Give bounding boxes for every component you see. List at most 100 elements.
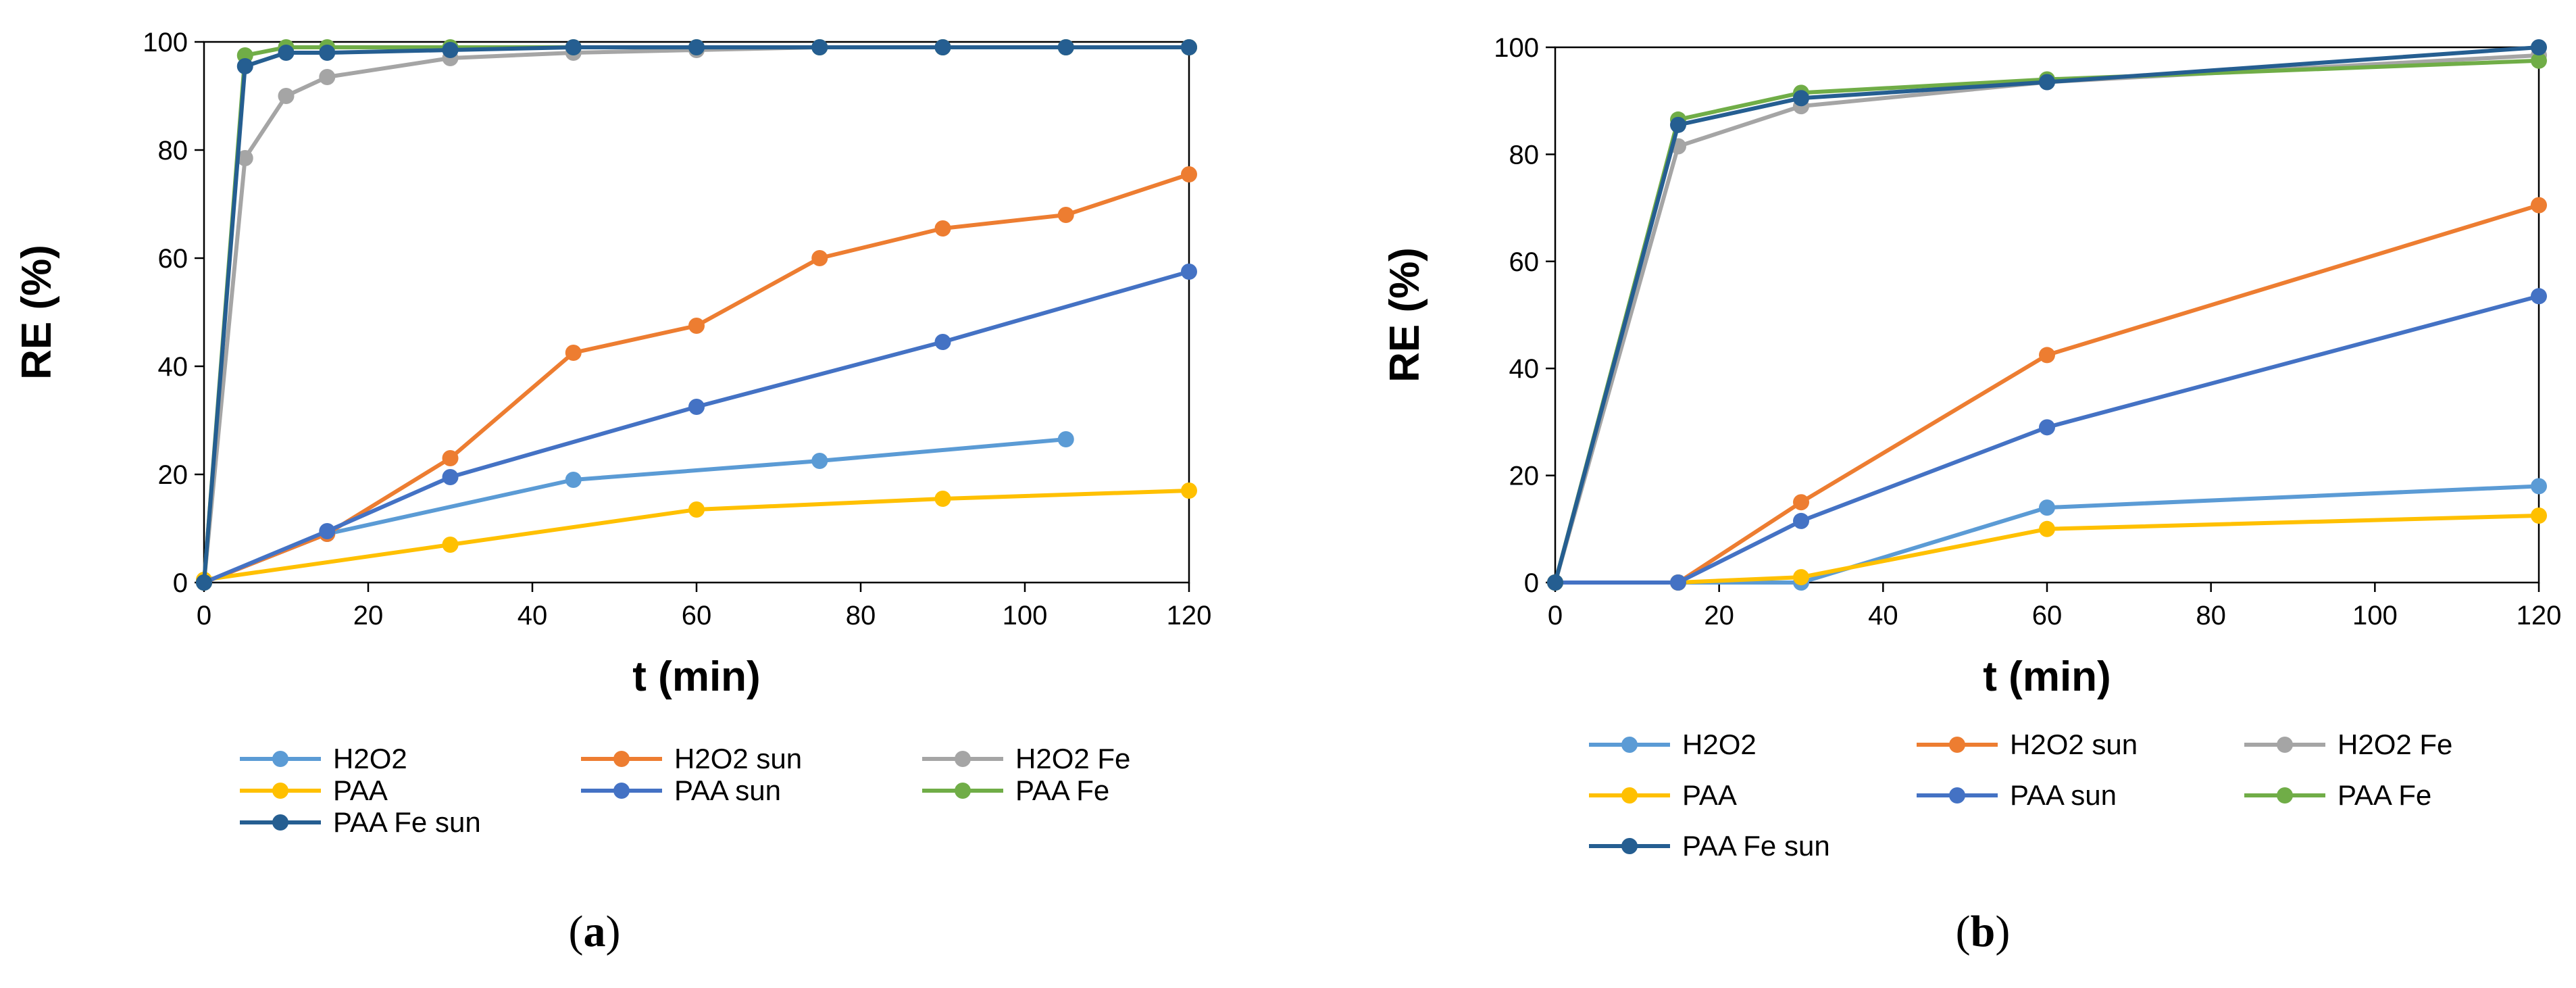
legend-item: H2O2 Fe — [2244, 728, 2452, 760]
legend-item: PAA — [1589, 779, 1737, 811]
data-point — [1793, 512, 1809, 529]
data-point — [442, 450, 459, 466]
legend-label: PAA Fe — [1015, 774, 1109, 806]
legend-swatch-marker — [1949, 737, 1965, 753]
x-tick-label: 40 — [517, 601, 548, 631]
caption-letter: a — [584, 907, 606, 956]
caption-open: ( — [569, 907, 584, 956]
legend-item: PAA sun — [581, 774, 781, 806]
data-point — [319, 523, 336, 539]
data-point — [934, 491, 951, 507]
x-tick-label: 0 — [1548, 601, 1563, 631]
x-tick-label: 120 — [2517, 601, 2562, 631]
data-point — [934, 220, 951, 237]
x-tick-label: 0 — [197, 601, 211, 631]
legend: H2O2 H2O2 sun H2O2 Fe PAA PAA sun PAA Fe PAA F… — [1589, 728, 2452, 862]
legend-label: PAA sun — [674, 774, 781, 806]
legend-label: PAA Fe sun — [333, 806, 481, 838]
legend-item: PAA sun — [1917, 779, 2117, 811]
legend-item: PAA — [240, 774, 388, 806]
data-point — [1181, 39, 1197, 55]
series-line — [1555, 294, 2540, 585]
x-tick-label: 20 — [353, 601, 384, 631]
legend-item: PAA Fe — [2244, 779, 2431, 811]
y-tick-label: 80 — [1509, 140, 1540, 170]
y-tick-label: 40 — [158, 352, 188, 382]
legend-label: H2O2 sun — [2010, 728, 2138, 760]
data-point — [2531, 288, 2547, 305]
y-tick-label: 80 — [158, 136, 188, 166]
x-tick-label: 80 — [2196, 601, 2226, 631]
data-point — [442, 537, 459, 553]
data-point — [196, 574, 212, 591]
data-point — [2039, 74, 2055, 91]
data-point — [1057, 39, 1074, 55]
y-axis-title: RE (%) — [1382, 247, 1428, 382]
legend-label: H2O2 sun — [674, 743, 802, 774]
data-point — [442, 469, 459, 485]
data-point — [565, 345, 582, 361]
data-point — [1547, 574, 1563, 591]
legend-swatch-marker — [955, 783, 971, 799]
y-tick-label: 60 — [1509, 247, 1540, 277]
y-tick-label: 100 — [143, 28, 188, 57]
series-paa-fe-sun — [1547, 39, 2547, 591]
legend-swatch-marker — [1621, 737, 1638, 753]
series-paa — [196, 483, 1197, 588]
data-point — [319, 45, 336, 61]
legend-swatch-marker — [272, 814, 288, 831]
legend-swatch-marker — [272, 751, 288, 767]
data-point — [1057, 207, 1074, 223]
legend-label: H2O2 Fe — [2338, 728, 2452, 760]
data-point — [2039, 520, 2055, 537]
data-point — [811, 250, 828, 266]
y-tick-label: 0 — [173, 568, 188, 598]
legend-swatch-marker — [1949, 787, 1965, 804]
data-point — [2531, 52, 2547, 69]
data-point — [1793, 569, 1809, 586]
data-point — [934, 39, 951, 55]
data-point — [1057, 431, 1074, 447]
series-paa-sun — [196, 264, 1197, 591]
y-tick-label: 0 — [1524, 568, 1539, 598]
chart-b: 0 20 40 60 80 100 0 20 40 60 80 100 120 t (min) RE (%)… — [1382, 33, 2561, 956]
panel-caption: (a) — [569, 907, 621, 956]
x-tick-label: 100 — [1003, 601, 1048, 631]
legend-item: PAA Fe sun — [1589, 830, 1830, 862]
data-point — [2531, 508, 2547, 524]
panel-caption: (b) — [1956, 907, 2011, 956]
legend-swatch-marker — [272, 783, 288, 799]
data-point — [278, 45, 295, 61]
data-point — [565, 39, 582, 55]
series-paa — [1547, 508, 2547, 591]
legend-item: PAA Fe sun — [240, 806, 481, 838]
legend-swatch-marker — [1621, 838, 1638, 854]
x-tick-label: 20 — [1704, 601, 1734, 631]
data-point — [236, 150, 253, 166]
data-point — [1670, 574, 1686, 591]
series-h2o2-sun — [196, 166, 1197, 591]
data-point — [811, 39, 828, 55]
legend-label: PAA — [333, 774, 388, 806]
legend-swatch-marker — [2277, 737, 2293, 753]
y-tick-label: 20 — [158, 460, 188, 490]
legend-label: PAA — [1682, 779, 1737, 811]
data-point — [688, 318, 705, 334]
caption-close: ) — [606, 907, 621, 956]
data-point — [688, 39, 705, 55]
legend-item: H2O2 sun — [581, 743, 802, 774]
data-point — [2039, 347, 2055, 364]
caption-close: ) — [1995, 907, 2010, 956]
series-line — [203, 270, 1190, 585]
data-point — [236, 58, 253, 74]
legend-label: PAA Fe sun — [1682, 830, 1830, 862]
data-point — [1181, 483, 1197, 499]
legend-swatch-marker — [613, 783, 630, 799]
data-point — [1793, 494, 1809, 511]
y-tick-label: 100 — [1494, 33, 1539, 63]
y-axis-title: RE (%) — [14, 245, 60, 380]
chart-a: 0 20 40 60 80 100 0 20 40 60 80 100 120 t (min) RE (%)… — [14, 28, 1211, 956]
data-point — [2531, 197, 2547, 214]
data-point — [688, 399, 705, 415]
